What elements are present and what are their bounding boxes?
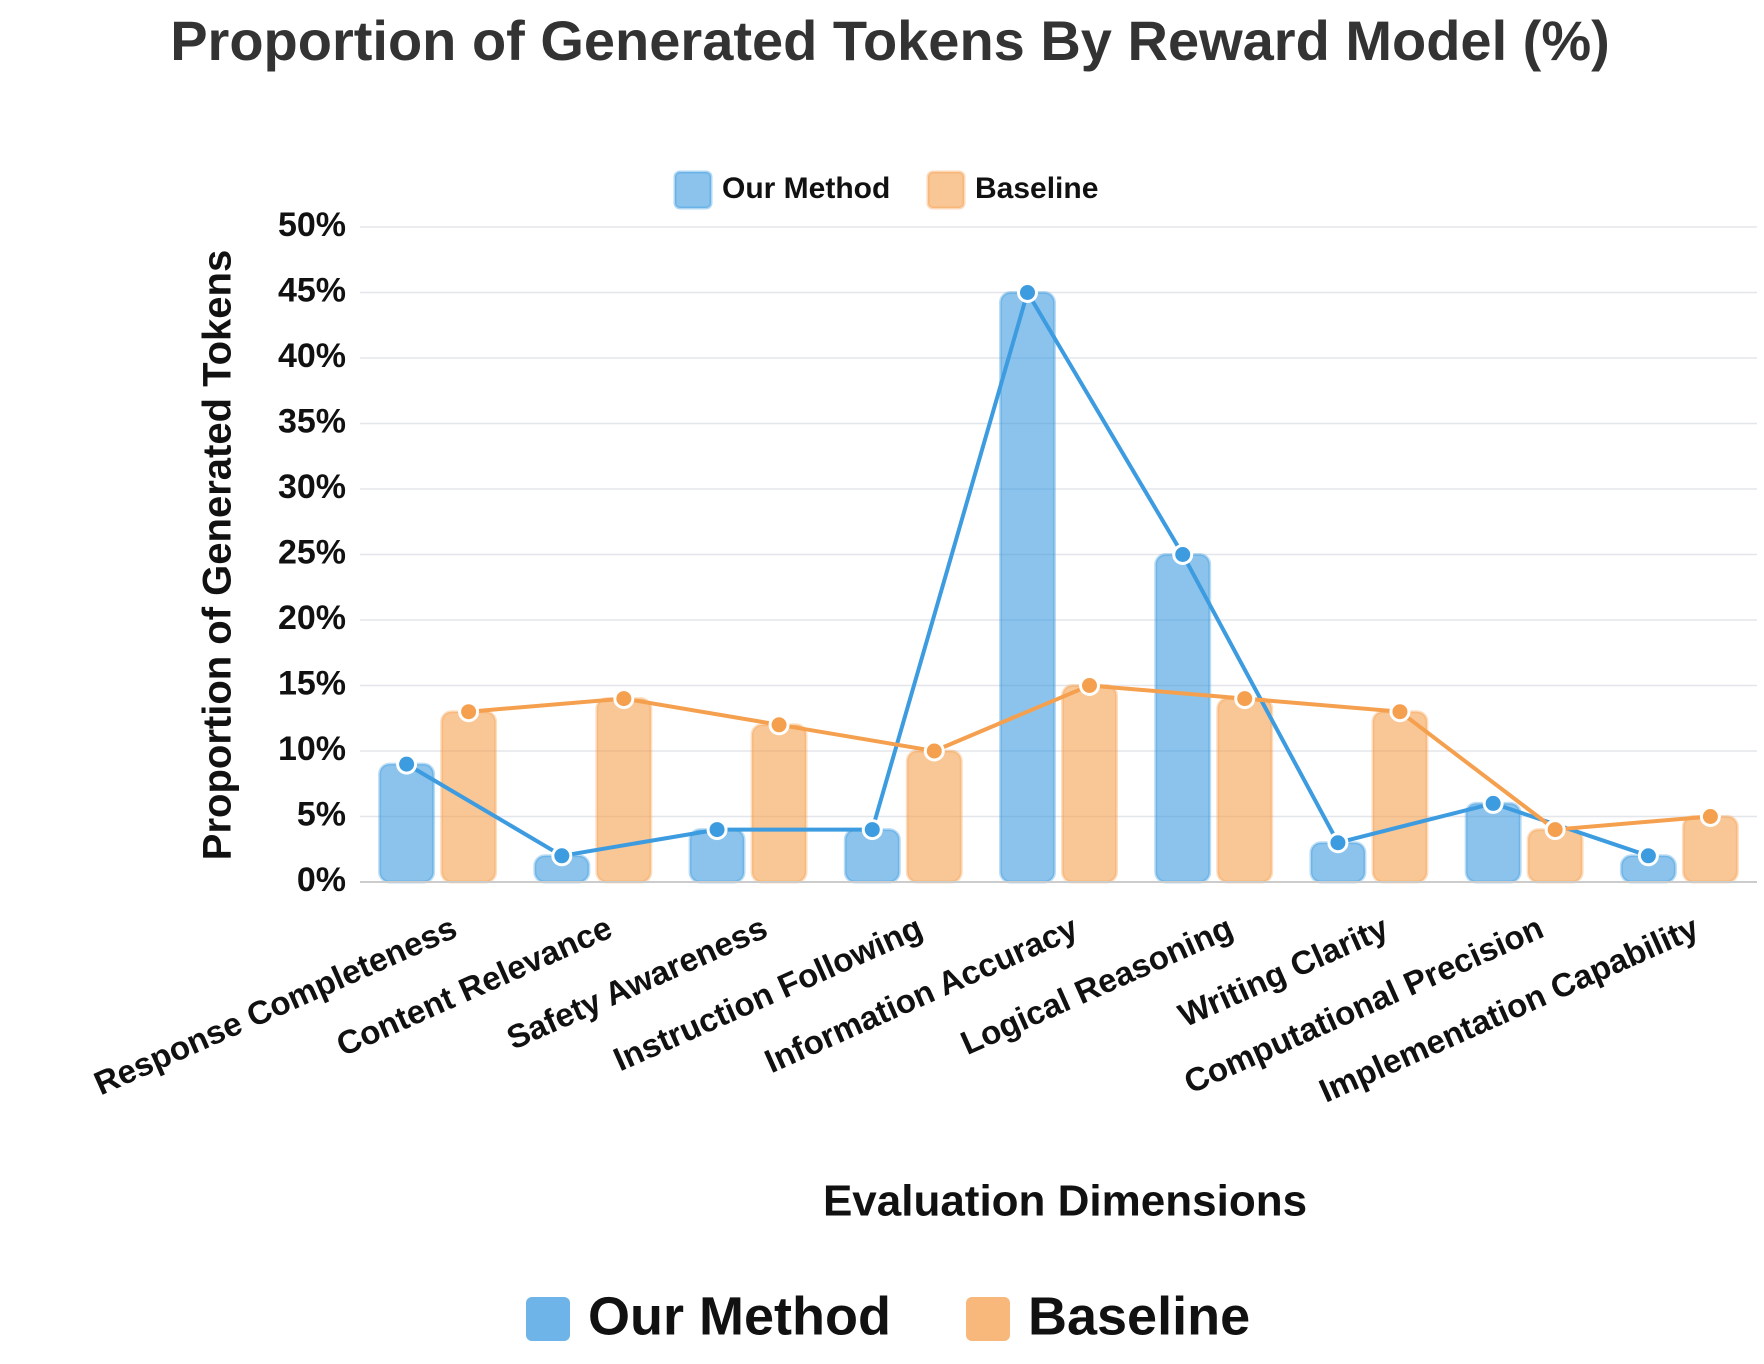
bar: [378, 762, 436, 884]
point: [706, 819, 728, 841]
legend-swatch: [926, 170, 966, 210]
x-tick-label: Logical Reasoning: [955, 909, 1238, 1062]
point: [1234, 688, 1256, 710]
y-tick-label: 0%: [297, 861, 346, 899]
point: [1637, 845, 1659, 867]
point: [1389, 701, 1411, 723]
bar: [999, 291, 1056, 884]
legend-swatch: [526, 1297, 570, 1341]
y-tick-label: 45%: [278, 271, 346, 309]
point: [1544, 819, 1566, 841]
bar: [1216, 697, 1274, 884]
y-tick-label: 50%: [278, 206, 346, 244]
y-tick-label: 20%: [278, 599, 346, 637]
y-tick-label: 35%: [278, 402, 346, 440]
bar: [440, 710, 498, 884]
legend-label: Baseline: [975, 172, 1098, 205]
y-tick-label: 5%: [297, 795, 346, 833]
point: [768, 714, 790, 736]
point: [861, 819, 883, 841]
legend-label: Our Method: [588, 1286, 891, 1346]
bar: [1061, 684, 1118, 884]
x-axis-title: Evaluation Dimensions: [823, 1177, 1307, 1226]
point: [396, 753, 418, 775]
point: [1482, 792, 1504, 814]
point: [1017, 282, 1038, 303]
point: [458, 701, 480, 723]
point: [613, 688, 635, 710]
point: [1172, 544, 1194, 565]
y-tick-label: 10%: [278, 730, 346, 768]
y-tick-label: 15%: [278, 664, 346, 702]
bar: [1154, 553, 1212, 884]
y-tick-label: 40%: [278, 337, 346, 375]
bar: [905, 749, 963, 884]
bar: [750, 723, 808, 884]
point: [923, 740, 945, 762]
point: [1327, 832, 1349, 854]
legend-label: Our Method: [722, 172, 890, 205]
bar: [1464, 801, 1522, 884]
point: [551, 845, 573, 867]
y-tick-label: 30%: [278, 468, 346, 506]
point: [1699, 806, 1721, 827]
y-tick-label: 25%: [278, 533, 346, 571]
bar: [595, 697, 653, 884]
chart-title: Proportion of Generated Tokens By Reward…: [170, 9, 1610, 72]
legend-swatch: [966, 1297, 1010, 1341]
bar: [1371, 710, 1429, 884]
legend-label: Baseline: [1028, 1286, 1250, 1346]
legend-swatch: [673, 170, 713, 210]
y-axis-title: Proportion of Generated Tokens: [196, 250, 240, 860]
x-tick-label: Content Relevance: [331, 909, 617, 1064]
point: [1079, 675, 1100, 696]
